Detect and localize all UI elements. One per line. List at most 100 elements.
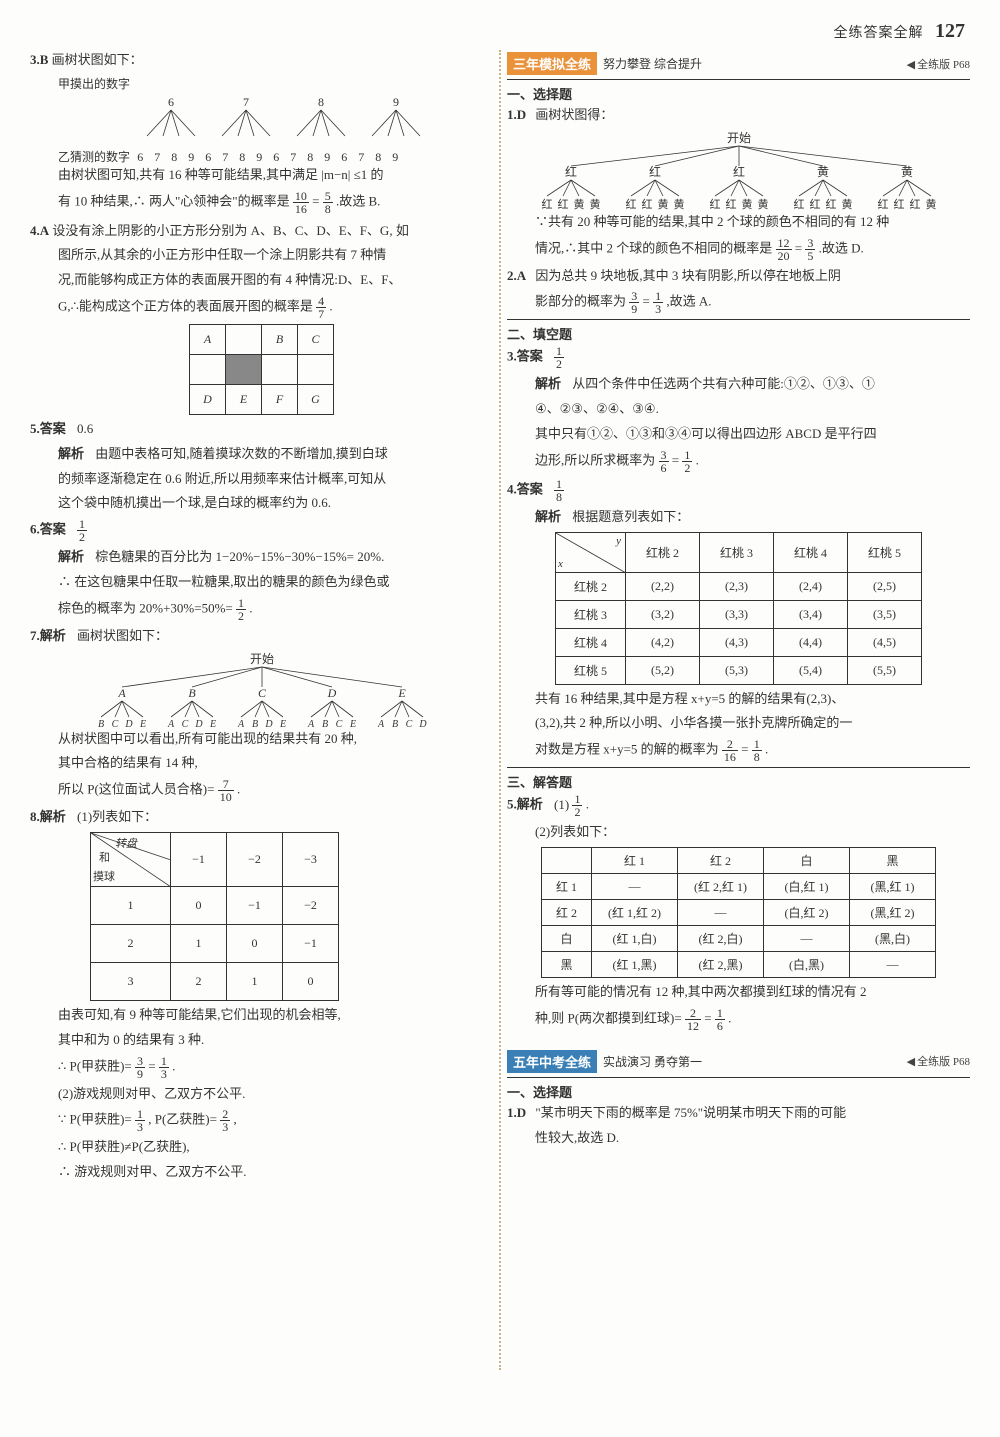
svg-text:C: C: [335, 719, 342, 727]
q4-grid: ABCDEFG: [189, 324, 334, 415]
svg-text:D: D: [418, 719, 427, 727]
svg-text:黄: 黄: [841, 197, 852, 210]
q6: 6.答案 12: [30, 518, 493, 543]
q3-bottom-label: 乙猜测的数字: [58, 150, 130, 164]
q4-num: 4.A: [30, 223, 49, 238]
r-q1d-tree: 开始红红红黄黄红红红黄黄红红红黄黄黄红红红黄黄红红红黄: [519, 130, 959, 210]
svg-text:D: D: [124, 719, 133, 727]
subhead-fill: 二、填空题: [507, 324, 970, 343]
svg-text:黄: 黄: [673, 197, 684, 210]
r-q1d: 1.D 画树状图得：: [507, 105, 970, 126]
svg-text:红: 红: [893, 198, 904, 210]
section-tag-2: 五年中考全练: [507, 1050, 597, 1073]
svg-text:B: B: [188, 686, 196, 700]
svg-text:红: 红: [793, 198, 804, 210]
svg-text:黄: 黄: [741, 197, 752, 210]
q7: 7.解析 画树状图如下：: [30, 626, 493, 647]
page-header: 全练答案全解 127: [834, 20, 966, 43]
svg-text:红: 红: [541, 198, 552, 210]
svg-text:A: A: [306, 719, 314, 727]
svg-text:红: 红: [809, 198, 820, 210]
svg-text:A: A: [236, 719, 244, 727]
q3-leaves: 6 7 8 9 6 7 8 9 6 7 8 9 6 7 8 9: [137, 150, 402, 164]
r2-q1d: 1.D "某市明天下雨的概率是 75%"说明某市明天下雨的可能: [507, 1103, 970, 1124]
svg-text:黄: 黄: [757, 197, 768, 210]
svg-text:8: 8: [318, 95, 324, 109]
svg-text:E: E: [138, 719, 145, 727]
r-q4: 4.答案 18: [507, 478, 970, 503]
q3-lead: 画树状图如下：: [52, 52, 143, 67]
q3-tree-svg: 6 7 8 9: [116, 94, 436, 146]
page: 3.B 画树状图如下： 甲摸出的数字 6 7 8 9 乙猜测的数字 6 7 8 9 6…: [0, 0, 1000, 1390]
section-bar-1: 三年模拟全练 努力攀登 综合提升 全练版 P68: [507, 52, 970, 75]
svg-text:红: 红: [877, 198, 888, 210]
svg-text:黄: 黄: [925, 197, 936, 210]
svg-text:B: B: [321, 719, 327, 727]
svg-text:9: 9: [393, 95, 399, 109]
subhead-solve: 三、解答题: [507, 772, 970, 791]
section-bar-2: 五年中考全练 实战演习 勇夺第一 全练版 P68: [507, 1050, 970, 1073]
svg-text:黄: 黄: [589, 197, 600, 210]
svg-text:黄: 黄: [657, 197, 668, 210]
svg-text:A: A: [166, 719, 174, 727]
page-number: 127: [935, 20, 965, 42]
svg-text:红: 红: [625, 198, 636, 210]
svg-text:D: D: [326, 686, 336, 700]
q5: 5.答案 0.6: [30, 419, 493, 440]
svg-text:A: A: [376, 719, 384, 727]
svg-text:红: 红: [648, 164, 660, 179]
q7-tree-svg: 开始ABCDEBACDECABDEDABCEEABCD: [62, 651, 462, 727]
svg-text:D: D: [194, 719, 203, 727]
q3-line2: 有 10 种结果,∴ 两人"心领神会"的概率是 1016 = 58 .故选 B.: [30, 190, 493, 215]
q3-num: 3.B: [30, 52, 48, 67]
svg-text:B: B: [97, 719, 103, 727]
q3: 3.B 画树状图如下：: [30, 50, 493, 71]
svg-text:E: E: [397, 686, 406, 700]
svg-text:B: B: [391, 719, 397, 727]
svg-text:B: B: [251, 719, 257, 727]
r-q5: 5.解析 (1) 12 .: [507, 793, 970, 818]
header-label: 全练答案全解: [834, 26, 924, 41]
column-divider: [499, 50, 501, 1370]
svg-text:黄: 黄: [816, 165, 828, 179]
svg-text:C: C: [111, 719, 118, 727]
section-tag-1: 三年模拟全练: [507, 52, 597, 75]
r-q5-table: 红 1红 2白黑红 1—(红 2,红 1)(白,红 1)(黑,红 1)红 2(红…: [541, 847, 936, 978]
r-q4-table: yx红桃 2红桃 3红桃 4红桃 5红桃 2(2,2)(2,3)(2,4)(2,…: [555, 532, 922, 685]
r-q3: 3.答案 12: [507, 345, 970, 370]
svg-text:C: C: [181, 719, 188, 727]
svg-text:红: 红: [825, 198, 836, 210]
svg-text:黄: 黄: [573, 197, 584, 210]
svg-text:红: 红: [557, 198, 568, 210]
svg-text:红: 红: [725, 198, 736, 210]
svg-text:D: D: [264, 719, 273, 727]
svg-text:红: 红: [732, 164, 744, 179]
svg-text:黄: 黄: [900, 165, 912, 179]
q4: 4.A 设没有涂上阴影的小正方形分别为 A、B、C、D、E、F、G, 如: [30, 221, 493, 242]
q3-line1: 由树状图可知,共有 16 种等可能结果,其中满足 |m−n| ≤1 的: [30, 165, 493, 186]
svg-text:E: E: [278, 719, 285, 727]
svg-text:E: E: [208, 719, 215, 727]
svg-text:7: 7: [243, 95, 249, 109]
q4-line4: G,∴能构成这个正方体的表面展开图的概率是 47 .: [30, 295, 493, 320]
q8-table: 转盘和摸球−1−2−310−1−2210−13210: [90, 832, 339, 1001]
q3-tree: 甲摸出的数字 6 7 8 9 乙猜测的数字 6 7 8 9 6 7 8 9 6 7 8…: [30, 75, 493, 165]
svg-text:A: A: [117, 686, 126, 700]
hline: [507, 79, 970, 80]
svg-text:红: 红: [709, 198, 720, 210]
svg-text:E: E: [348, 719, 355, 727]
svg-text:红: 红: [641, 198, 652, 210]
q3-top-label: 甲摸出的数字: [58, 77, 130, 91]
svg-text:6: 6: [168, 95, 174, 109]
svg-text:开始: 开始: [726, 131, 750, 145]
svg-text:红: 红: [909, 198, 920, 210]
left-column: 3.B 画树状图如下： 甲摸出的数字 6 7 8 9 乙猜测的数字 6 7 8 9 6…: [30, 50, 493, 1370]
svg-text:C: C: [405, 719, 412, 727]
r-q2a: 2.A 因为总共 9 块地板,其中 3 块有阴影,所以停在地板上阴: [507, 266, 970, 287]
subhead-choice: 一、选择题: [507, 84, 970, 103]
subhead-choice2: 一、选择题: [507, 1082, 970, 1101]
svg-text:红: 红: [564, 164, 576, 179]
svg-text:C: C: [257, 686, 266, 700]
right-column: 三年模拟全练 努力攀登 综合提升 全练版 P68 一、选择题 1.D 画树状图得…: [507, 50, 970, 1370]
q8: 8.解析 (1)列表如下：: [30, 807, 493, 828]
